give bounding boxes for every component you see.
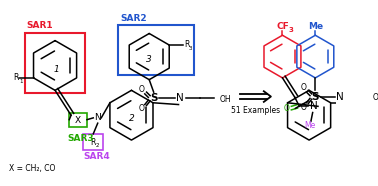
- Text: S: S: [150, 93, 157, 103]
- Text: OH: OH: [372, 93, 378, 102]
- Text: OH: OH: [219, 95, 231, 104]
- Text: 2: 2: [129, 114, 134, 123]
- Text: CF: CF: [276, 22, 289, 31]
- Text: R: R: [13, 73, 19, 81]
- Text: SAR3: SAR3: [68, 134, 94, 143]
- Text: O: O: [138, 85, 144, 94]
- Text: 1: 1: [19, 79, 23, 84]
- Text: N: N: [310, 101, 318, 111]
- Bar: [69, 113, 87, 127]
- Text: R: R: [184, 40, 190, 49]
- Text: SAR4: SAR4: [84, 152, 110, 161]
- Text: N: N: [94, 113, 101, 122]
- Text: 2: 2: [96, 143, 99, 148]
- Text: 3: 3: [146, 55, 152, 64]
- Text: O: O: [284, 104, 290, 113]
- Text: O: O: [301, 103, 307, 112]
- Bar: [118, 25, 194, 75]
- Text: 1: 1: [54, 65, 60, 73]
- Text: 51 Examples: 51 Examples: [231, 106, 280, 115]
- Bar: [25, 33, 85, 93]
- Text: Me: Me: [308, 22, 323, 31]
- Text: O: O: [138, 105, 144, 113]
- Text: SAR2: SAR2: [120, 14, 147, 23]
- Text: SAR1: SAR1: [26, 21, 53, 30]
- Text: X = CH₂, CO: X = CH₂, CO: [9, 164, 55, 173]
- Text: 3: 3: [189, 46, 192, 51]
- Text: Me: Me: [304, 121, 316, 130]
- Text: N: N: [177, 93, 184, 103]
- Text: 3: 3: [289, 27, 294, 33]
- Text: N: N: [336, 92, 344, 102]
- Bar: [84, 134, 103, 150]
- Text: S: S: [311, 92, 319, 102]
- Text: O: O: [301, 83, 307, 92]
- Text: X: X: [75, 116, 81, 125]
- Text: R: R: [91, 138, 96, 147]
